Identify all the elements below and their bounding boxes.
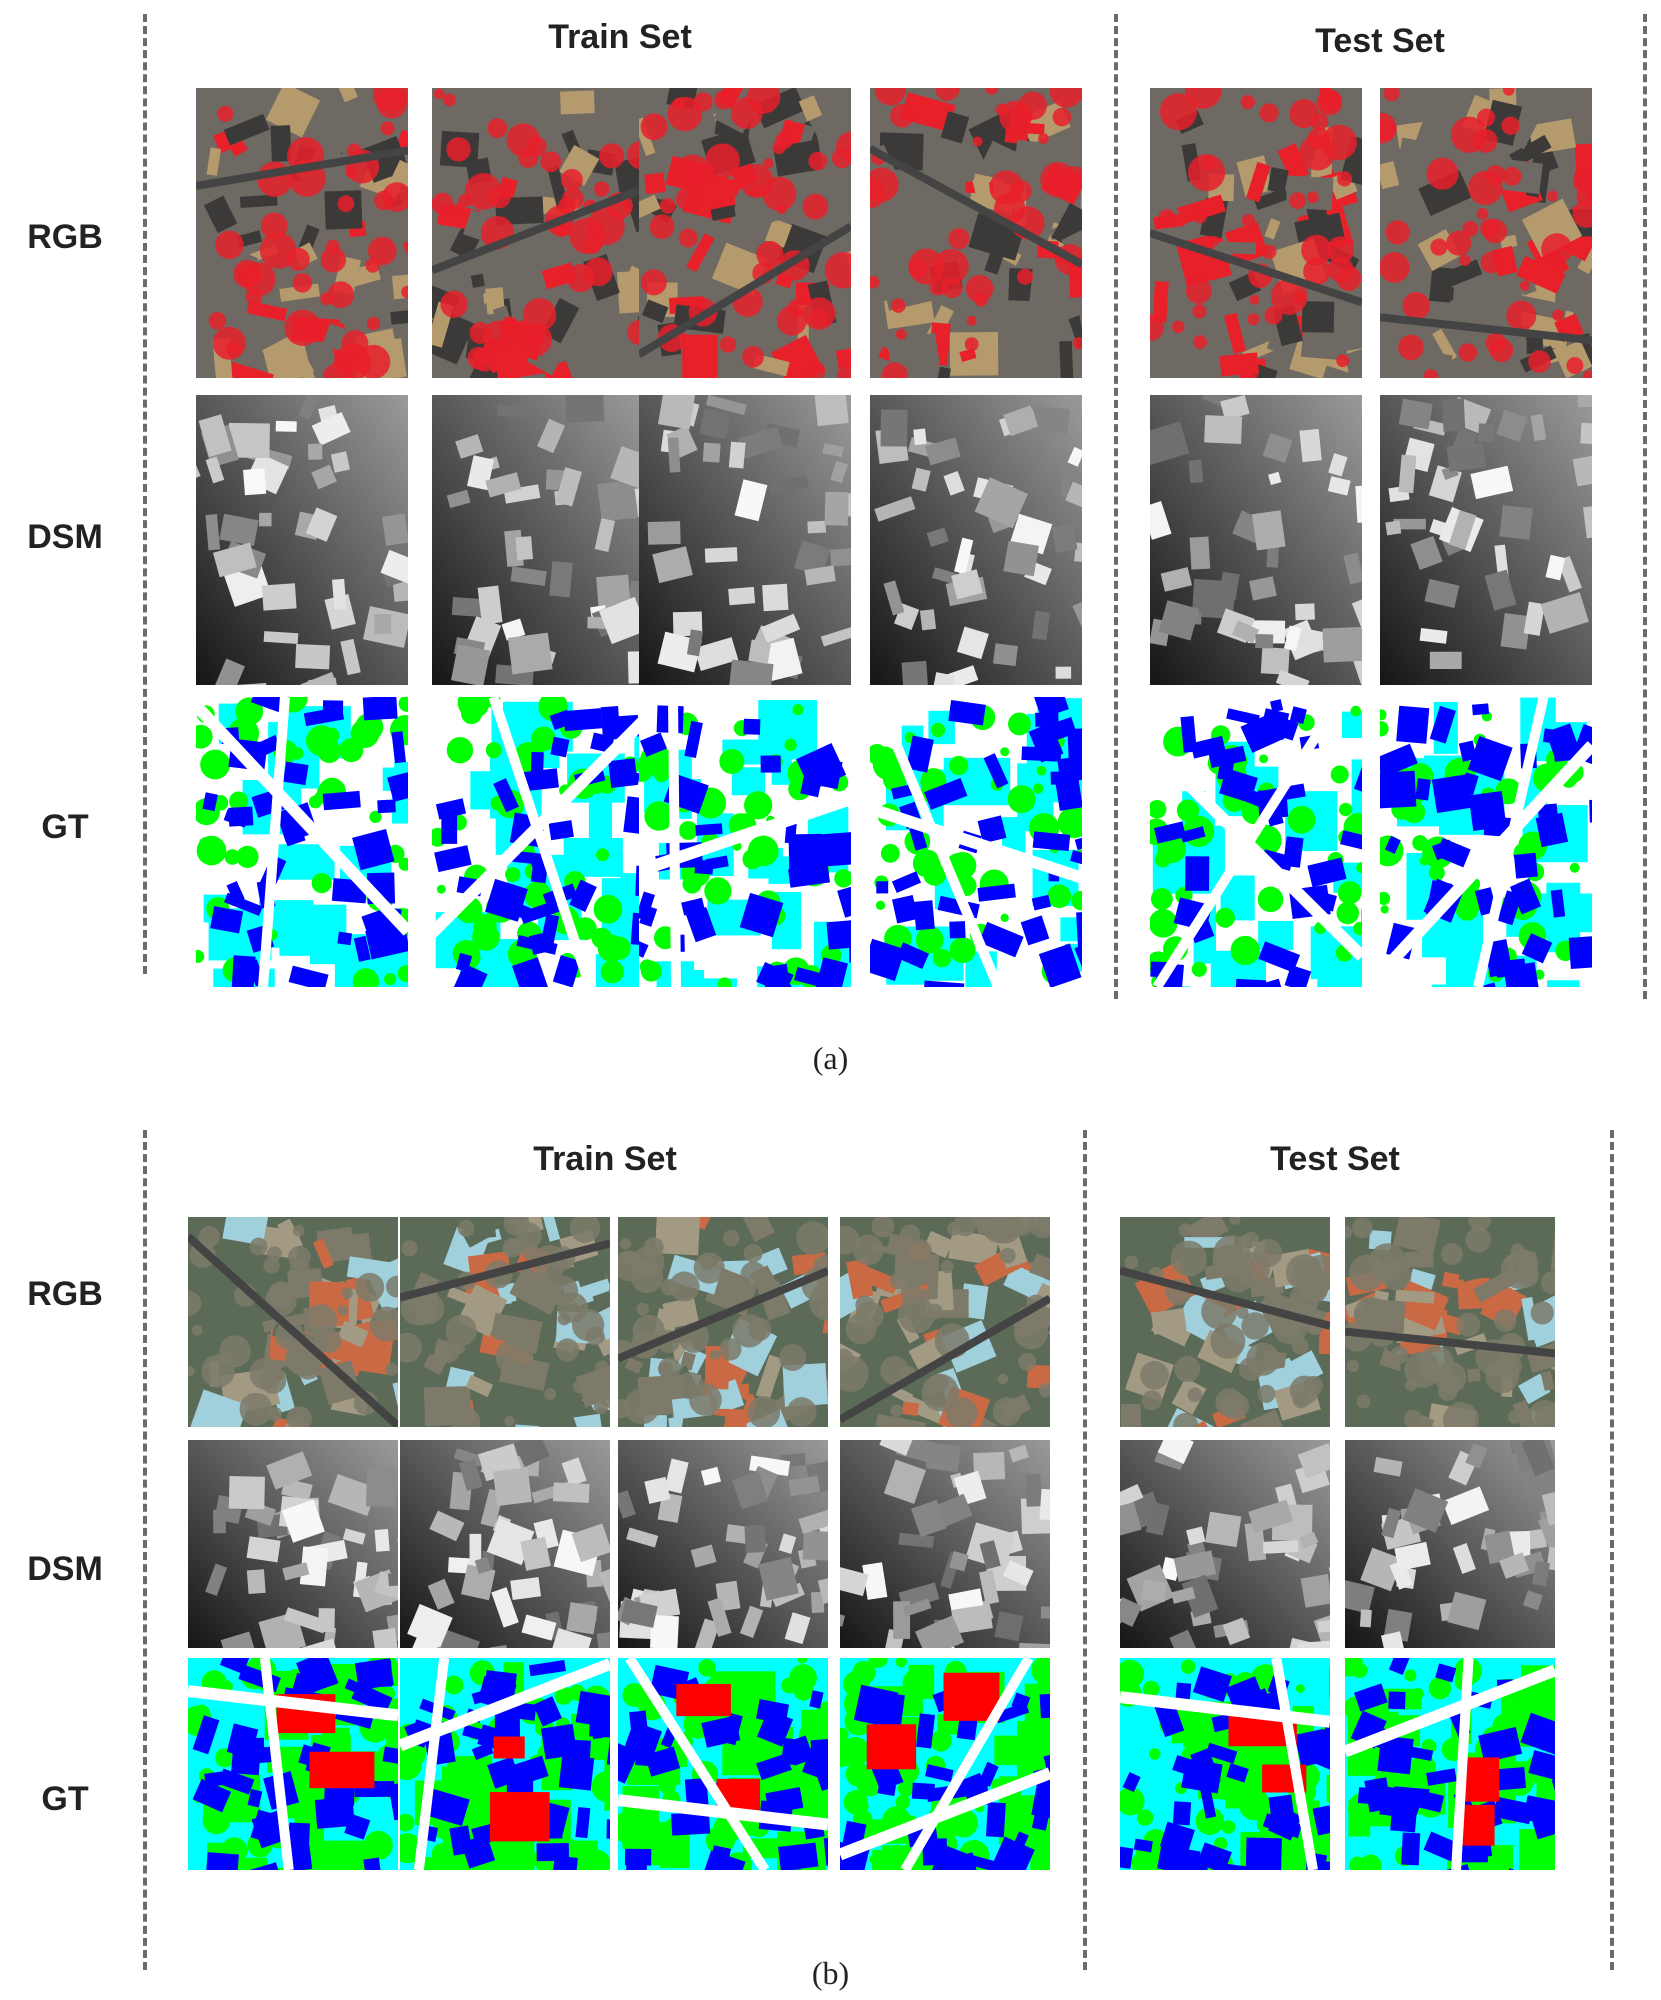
gt-image	[618, 1658, 828, 1870]
train-gt-tile	[870, 697, 1082, 987]
train-gt-tile	[840, 1658, 1050, 1870]
row-label-dsm: DSM	[27, 518, 103, 556]
dsm-image	[639, 395, 851, 685]
train-dsm-tile	[432, 395, 644, 685]
dsm-image	[188, 1440, 398, 1648]
train-dsm-tile	[400, 1440, 610, 1648]
test-rgb-tile	[1345, 1217, 1555, 1427]
test-gt-tile	[1345, 1658, 1555, 1870]
gt-image	[870, 697, 1082, 987]
gt-image	[400, 1658, 610, 1870]
divider-right	[1610, 1130, 1614, 1970]
row-label-dsm: DSM	[27, 1550, 103, 1588]
train-rgb-tile	[840, 1217, 1050, 1427]
train-set-title: Train Set	[533, 1140, 677, 1178]
row-label-gt: GT	[41, 1780, 89, 1818]
train-dsm-tile	[840, 1440, 1050, 1648]
rgb-image	[1345, 1217, 1555, 1427]
train-dsm-tile	[196, 395, 408, 685]
rgb-image	[618, 1217, 828, 1427]
divider-middle	[1114, 14, 1118, 999]
train-gt-tile	[196, 697, 408, 987]
dsm-image	[618, 1440, 828, 1648]
train-rgb-tile	[618, 1217, 828, 1427]
caption-b: (b)	[811, 1955, 850, 1991]
train-rgb-tile	[870, 88, 1082, 378]
dsm-image	[1380, 395, 1592, 685]
row-label-gt: GT	[41, 808, 89, 846]
test-rgb-tile	[1380, 88, 1592, 378]
test-dsm-tile	[1345, 1440, 1555, 1648]
train-gt-tile	[639, 697, 851, 987]
row-label-rgb: RGB	[27, 218, 103, 256]
train-gt-tile	[400, 1658, 610, 1870]
dsm-image	[1345, 1440, 1555, 1648]
train-rgb-tile	[188, 1217, 398, 1427]
row-label-rgb: RGB	[27, 1275, 103, 1313]
gt-image	[196, 697, 408, 987]
test-rgb-tile	[1150, 88, 1362, 378]
figure-panel-b: Train Set Test Set RGB DSM GT (b)	[0, 1130, 1661, 2000]
train-rgb-tile	[400, 1217, 610, 1427]
gt-image	[1380, 697, 1592, 987]
gt-image	[188, 1658, 398, 1870]
gt-image	[1345, 1658, 1555, 1870]
test-set-title: Test Set	[1270, 1140, 1400, 1178]
gt-image	[840, 1658, 1050, 1870]
dsm-image	[1120, 1440, 1330, 1648]
rgb-image	[1150, 88, 1362, 378]
figure-panel-a: Train Set Test Set RGB DSM GT (a)	[27, 14, 1647, 1076]
test-rgb-tile	[1120, 1217, 1330, 1427]
divider-left	[143, 14, 147, 974]
rgb-image	[639, 88, 851, 378]
dsm-image	[196, 395, 408, 685]
test-dsm-tile	[1150, 395, 1362, 685]
caption-a: (a)	[812, 1040, 849, 1076]
dsm-image	[870, 395, 1082, 685]
train-dsm-tile	[870, 395, 1082, 685]
gt-image	[1120, 1658, 1330, 1870]
dsm-image	[840, 1440, 1050, 1648]
train-gt-tile	[432, 697, 644, 987]
test-gt-tile	[1120, 1658, 1330, 1870]
rgb-image	[196, 88, 408, 378]
gt-image	[1150, 697, 1362, 987]
gt-image	[639, 697, 851, 987]
dsm-image	[1150, 395, 1362, 685]
train-rgb-tile	[639, 88, 851, 378]
rgb-image	[840, 1217, 1050, 1427]
rgb-image	[870, 88, 1082, 378]
train-dsm-tile	[618, 1440, 828, 1648]
train-dsm-tile	[639, 395, 851, 685]
rgb-image	[188, 1217, 398, 1427]
rgb-image	[1380, 88, 1592, 378]
divider-left	[143, 1130, 147, 1970]
train-gt-tile	[188, 1658, 398, 1870]
gt-image	[432, 697, 644, 987]
divider-right	[1643, 14, 1647, 999]
train-rgb-tile	[196, 88, 408, 378]
divider-middle	[1083, 1130, 1087, 1970]
rgb-image	[1120, 1217, 1330, 1427]
train-set-title: Train Set	[548, 18, 692, 56]
train-gt-tile	[618, 1658, 828, 1870]
rgb-image	[432, 88, 644, 378]
dsm-image	[400, 1440, 610, 1648]
rgb-image	[400, 1217, 610, 1427]
test-dsm-tile	[1380, 395, 1592, 685]
test-gt-tile	[1380, 697, 1592, 987]
test-set-title: Test Set	[1315, 22, 1445, 60]
dsm-image	[432, 395, 644, 685]
train-rgb-tile	[432, 88, 644, 378]
test-dsm-tile	[1120, 1440, 1330, 1648]
train-dsm-tile	[188, 1440, 398, 1648]
test-gt-tile	[1150, 697, 1362, 987]
